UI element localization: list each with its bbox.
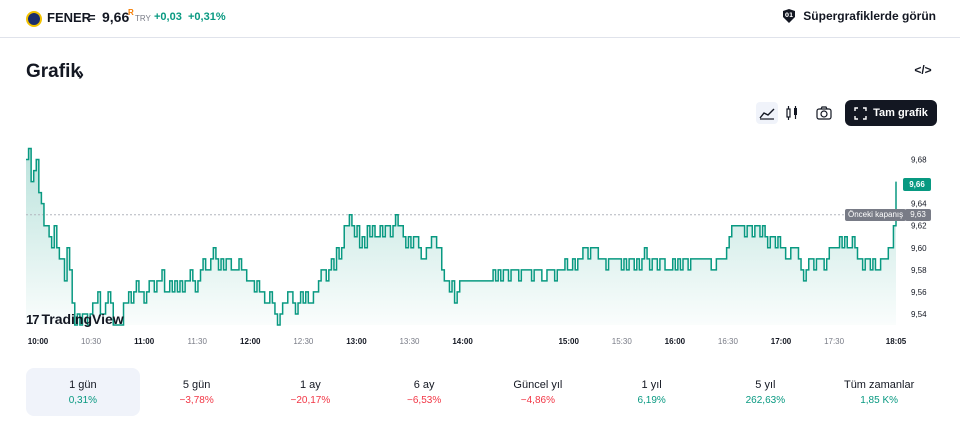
x-tick-label: 12:30 [293, 337, 314, 346]
supercharts-icon: 01 [783, 9, 796, 23]
period-tabs: 1 gün 0,31% 5 gün −3,78% 1 ay −20,17% 6 ay −6,5… [26, 368, 936, 416]
period-change: 0,31% [68, 394, 98, 406]
period-tab[interactable]: 6 ay −6,53% [367, 368, 481, 416]
period-change: −4,86% [520, 394, 555, 406]
x-tick-label: 11:30 [187, 337, 207, 346]
y-tick-label: 9,68 [911, 156, 927, 165]
tradingview-watermark: 17 TradingView [26, 311, 124, 327]
embed-code-button[interactable]: </> [914, 63, 932, 77]
price-change-percent: +0,31% [188, 11, 226, 23]
y-tick-label: 9,62 [911, 222, 927, 231]
period-label: 1 yıl [641, 378, 662, 391]
period-label: 5 gün [182, 378, 211, 391]
x-tick-label: 16:30 [718, 337, 739, 346]
y-tick-label: 9,60 [911, 244, 927, 253]
period-label: 6 ay [413, 378, 435, 391]
x-tick-label: 15:30 [612, 337, 633, 346]
x-tick-label: 10:00 [28, 337, 49, 346]
tradingview-logo-text: TradingView [41, 311, 124, 327]
period-change: −6,53% [407, 394, 442, 406]
screenshot-button[interactable] [813, 102, 835, 124]
full-chart-button[interactable]: Tam grafik [845, 100, 937, 126]
period-tab[interactable]: 1 yıl 6,19% [595, 368, 709, 416]
period-tab[interactable]: Güncel yıl −4,86% [481, 368, 595, 416]
svg-text:01: 01 [785, 12, 793, 19]
period-tab[interactable]: 1 ay −20,17% [254, 368, 368, 416]
x-tick-label: 17:30 [824, 337, 845, 346]
y-tick-label: 9,56 [911, 288, 927, 297]
period-change: −20,17% [290, 394, 331, 406]
realtime-mark: R [128, 8, 134, 17]
period-label: 5 yıl [755, 378, 776, 391]
last-price-badge: 9,66 [903, 178, 931, 191]
x-tick-label: 12:00 [240, 337, 261, 346]
x-tick-label: 14:00 [452, 337, 473, 346]
area-chart-icon [759, 108, 775, 120]
period-label: 1 ay [299, 378, 321, 391]
x-tick-label: 18:05 [886, 337, 907, 346]
price-series-line [26, 147, 897, 326]
candles-button[interactable] [781, 102, 803, 124]
previous-close-value: 9,63 [905, 209, 931, 221]
period-tab[interactable]: 5 yıl 262,63% [709, 368, 823, 416]
period-tab[interactable]: Tüm zamanlar 1,85 K% [822, 368, 936, 416]
currency-label: TRY [135, 14, 151, 23]
supercharts-label: Süpergrafiklerde görün [803, 9, 936, 23]
y-tick-label: 9,64 [911, 200, 927, 209]
period-label: Tüm zamanlar [843, 378, 915, 391]
supercharts-link[interactable]: 01 Süpergrafiklerde görün [781, 8, 936, 24]
period-tab[interactable]: 1 gün 0,31% [26, 368, 140, 416]
symbol-name[interactable]: FENER [47, 10, 92, 25]
x-tick-label: 10:30 [81, 337, 102, 346]
symbol-price: 9,66 [102, 9, 130, 25]
camera-icon [816, 106, 832, 120]
candles-icon [786, 106, 797, 120]
period-change: 1,85 K% [860, 394, 899, 406]
y-tick-label: 9,54 [911, 310, 927, 319]
period-change: 262,63% [745, 394, 786, 406]
x-tick-label: 15:00 [558, 337, 579, 346]
tradingview-logo-icon: 17 [26, 311, 40, 327]
period-label: 1 gün [69, 378, 97, 391]
price-area-fill [26, 148, 896, 325]
price-chart[interactable]: 9,68 9,66 9,64 9,62 9,60 9,58 9,56 9,54 10:00 10… [0, 135, 960, 350]
period-change: −3,78% [179, 394, 214, 406]
full-chart-label: Tam grafik [873, 107, 928, 119]
x-tick-label: 16:00 [665, 337, 686, 346]
symbol-header-bar: FENER = 9,66 R TRY +0,03 +0,31% 01 Süper… [0, 0, 960, 38]
x-tick-label: 13:00 [346, 337, 367, 346]
price-change: +0,03 [154, 11, 182, 23]
symbol-logo-icon [26, 11, 42, 27]
chevron-right-icon[interactable]: › [78, 64, 84, 84]
price-chart-svg: 9,689,669,649,629,609,589,569,54 10:0010… [26, 147, 927, 346]
period-tab[interactable]: 5 gün −3,78% [140, 368, 254, 416]
x-tick-label: 17:00 [771, 337, 792, 346]
symbol-equals: = [88, 10, 96, 25]
period-change: 6,19% [637, 394, 666, 406]
fullscreen-icon [854, 106, 867, 120]
area-chart-button[interactable] [756, 102, 778, 124]
period-label: Güncel yıl [513, 378, 563, 391]
x-tick-label: 13:30 [399, 337, 420, 346]
previous-close-label: Önceki kapanış [845, 209, 907, 221]
section-title[interactable]: Grafik [26, 61, 81, 82]
x-tick-label: 11:00 [134, 337, 155, 346]
y-tick-label: 9,58 [911, 266, 927, 275]
